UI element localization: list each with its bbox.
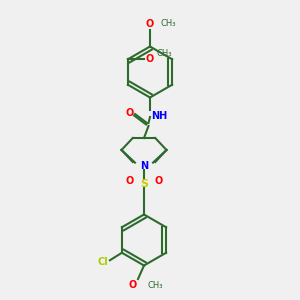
Text: N: N [140,160,148,171]
Text: O: O [145,54,154,64]
Text: CH₃: CH₃ [160,20,176,28]
Text: O: O [128,280,136,290]
Text: Cl: Cl [98,257,108,267]
Text: O: O [154,176,163,186]
Text: CH₃: CH₃ [156,49,172,58]
Text: CH₃: CH₃ [147,281,163,290]
Text: O: O [125,176,134,186]
Text: O: O [146,19,154,29]
Text: O: O [125,107,134,118]
Text: S: S [140,178,148,189]
Text: NH: NH [152,111,168,121]
